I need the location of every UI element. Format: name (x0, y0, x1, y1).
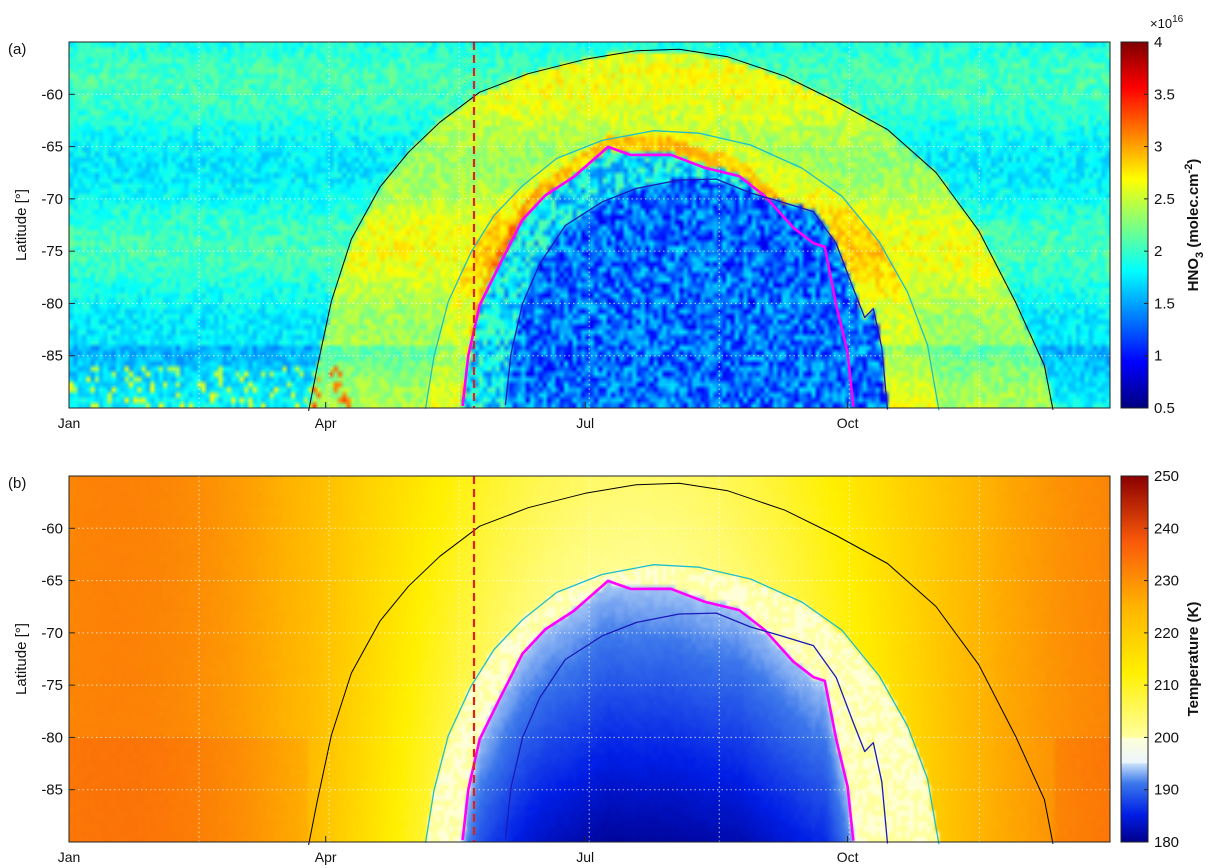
x-tick-label: Oct (837, 415, 859, 431)
x-tick-label: Jan (58, 849, 81, 865)
contour-black (308, 48, 1054, 412)
temperature-colorbar (1121, 476, 1148, 842)
colorbar-ticks-b: 180 190 200 210 220 230 240 250 (1144, 468, 1179, 851)
y-tick-label: -85 (41, 782, 63, 799)
colorbar-frame-a (1120, 41, 1149, 409)
colorbar-tick-label: 1 (1154, 348, 1162, 365)
colorbar-tick-label: 200 (1154, 729, 1179, 746)
x-tick-label: Apr (315, 849, 337, 865)
y-axis-a: -60 -65 -70 -75 -80 -85 (41, 86, 75, 365)
y-axis-label-a: Latitude [°] (13, 189, 30, 261)
y-tick-label: -75 (41, 677, 63, 694)
y-tick-label: -80 (41, 295, 63, 312)
y-tick-label: -60 (41, 520, 63, 537)
x-tick-label: Jul (576, 849, 594, 865)
panel-label-a: (a) (8, 41, 26, 58)
y-axis-label-b: Latitude [°] (13, 623, 30, 695)
colorbar-label-b: Temperature (K) (1185, 602, 1202, 717)
colorbar-ticks-a: 0.5 1 1.5 2 2.5 3 3.5 4 (1144, 34, 1175, 417)
colorbar-tick-label: 3.5 (1154, 86, 1175, 103)
y-tick-label: -70 (41, 191, 63, 208)
x-axis-b: Jan Apr Jul Oct (58, 836, 859, 865)
contours-b (308, 482, 1054, 846)
y-tick-label: -80 (41, 729, 63, 746)
colorbar-tick-label: 3 (1154, 139, 1162, 156)
hno3-heatmap (69, 42, 1110, 408)
y-axis-b: -60 -65 -70 -75 -80 -85 (41, 520, 75, 799)
plot-frame-a (68, 41, 1111, 409)
contour-magenta (461, 579, 855, 841)
y-tick-label: -65 (41, 573, 63, 590)
colorbar-tick-label: 250 (1154, 468, 1179, 485)
colorbar-label-a: HNO3 (molec.cm-2) (1183, 159, 1206, 292)
contour-blue (504, 612, 889, 844)
panel-a: (a) -60 -65 -70 -75 -80 -85 Jan Apr Jul Oct Lati… (8, 14, 1206, 431)
x-axis-a: Jan Apr Jul Oct (58, 402, 859, 431)
panel-label-b: (b) (8, 475, 26, 492)
contour-cyan (424, 130, 940, 411)
x-tick-label: Jan (58, 415, 81, 431)
y-tick-label: -70 (41, 625, 63, 642)
colorbar-tick-label: 240 (1154, 520, 1179, 537)
contour-blue (504, 178, 889, 410)
contour-black (308, 482, 1054, 846)
colorbar-tick-label: 2.5 (1154, 191, 1175, 208)
y-tick-label: -65 (41, 139, 63, 156)
colorbar-frame-b (1120, 475, 1149, 843)
plot-frame-b (68, 475, 1111, 843)
contour-cyan (424, 564, 940, 845)
x-tick-label: Jul (576, 415, 594, 431)
temperature-heatmap (69, 476, 1110, 842)
colorbar-tick-label: 190 (1154, 782, 1179, 799)
colorbar-tick-label: 0.5 (1154, 400, 1175, 417)
y-tick-label: -85 (41, 348, 63, 365)
panel-b: (b) -60 -65 -70 -75 -80 -85 Jan Apr Jul Oct Lati… (8, 468, 1202, 865)
colorbar-tick-label: 180 (1154, 834, 1179, 851)
colorbar-tick-label: 230 (1154, 573, 1179, 590)
colorbar-tick-label: 1.5 (1154, 295, 1175, 312)
contour-magenta (461, 145, 855, 407)
hno3-colorbar (1121, 42, 1148, 408)
colorbar-exponent: ×1016 (1150, 14, 1184, 31)
x-tick-label: Oct (837, 849, 859, 865)
y-tick-label: -75 (41, 243, 63, 260)
contours-a (308, 48, 1054, 412)
colorbar-tick-label: 210 (1154, 677, 1179, 694)
colorbar-tick-label: 220 (1154, 625, 1179, 642)
x-tick-label: Apr (315, 415, 337, 431)
y-tick-label: -60 (41, 86, 63, 103)
colorbar-tick-label: 2 (1154, 243, 1162, 260)
colorbar-tick-label: 4 (1154, 34, 1162, 51)
